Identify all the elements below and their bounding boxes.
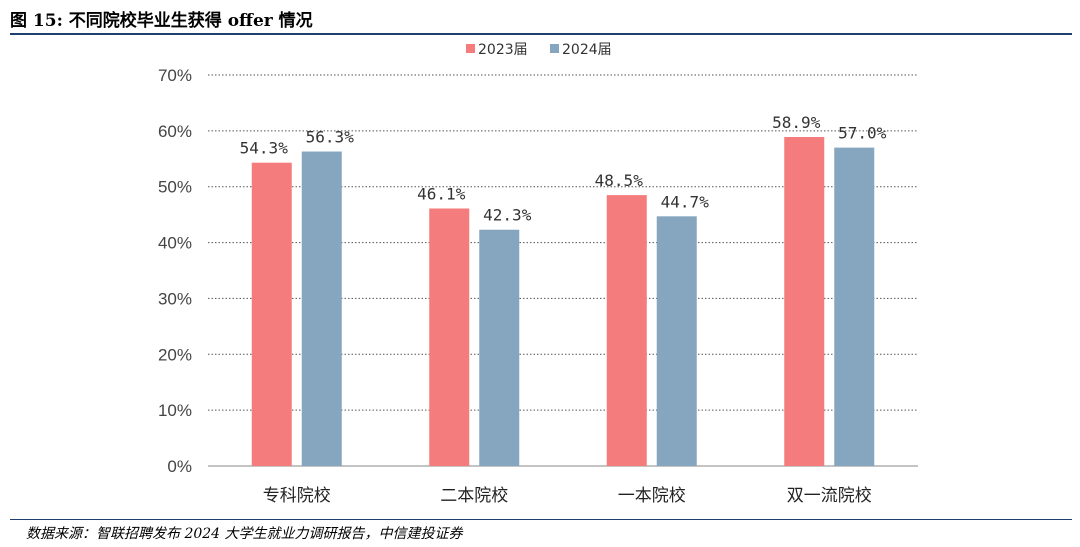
data-label: 54.3% [240,139,289,158]
bar-2024 [479,229,520,466]
category-label: 二本院校 [440,486,508,506]
figure-title: 图 15: 不同院校毕业生获得 offer 情况 [10,11,313,31]
y-tick-label: 70% [158,66,192,85]
bar-2023 [606,195,647,467]
category-label: 专科院校 [263,486,331,506]
bar-2024 [834,147,875,466]
y-tick-label: 0% [167,457,192,476]
data-label: 48.5% [595,171,644,190]
legend-swatch-2024 [550,44,559,53]
y-tick-label: 20% [158,345,192,364]
data-label: 46.1% [417,184,466,203]
category-label: 一本院校 [618,486,686,506]
title-rule [10,33,1072,35]
legend-label-2024: 2024届 [562,42,612,58]
category-label: 双一流院校 [787,486,872,506]
data-label: 44.7% [661,192,710,211]
source-note: 数据来源：智联招聘发布 2024 大学生就业力调研报告，中信建投证券 [26,526,463,542]
data-label: 58.9% [772,113,821,132]
y-tick-label: 30% [158,289,192,308]
bar-2023 [251,162,292,466]
footer-rule [10,519,1072,520]
bar-2023 [429,208,470,466]
y-tick-label: 10% [158,401,192,420]
data-label: 57.0% [838,124,887,143]
bar-2023 [784,137,825,466]
bar-2024 [301,151,342,466]
data-label: 56.3% [306,128,355,147]
y-tick-label: 50% [158,178,192,197]
data-label: 42.3% [483,206,532,225]
y-tick-label: 60% [158,122,192,141]
legend-label-2023: 2023届 [478,42,528,58]
bar-chart: 0% 10% 20% 30% 40% 50% 60% 70% 54.3% 56.3% 专科院校 46.… [158,42,918,506]
bar-2024 [656,216,697,466]
legend-swatch-2023 [466,44,475,53]
y-tick-label: 40% [158,234,192,253]
